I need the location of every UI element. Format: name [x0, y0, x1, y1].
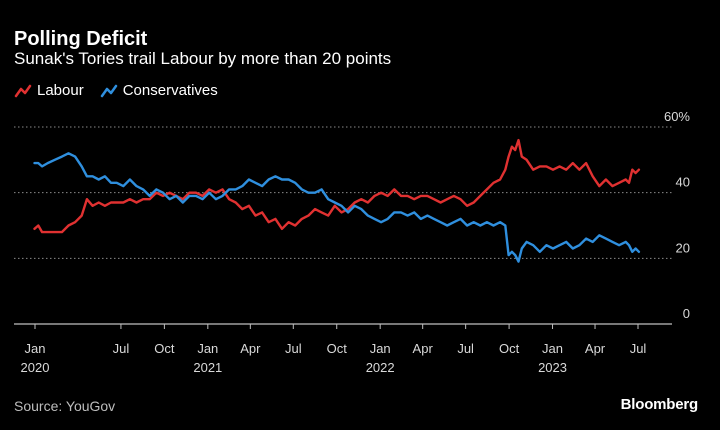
y-tick-label: 20 — [676, 240, 690, 255]
bloomberg-logo: Bloomberg — [620, 396, 699, 413]
x-tick-month: Jul — [285, 341, 302, 356]
labour-line-icon — [14, 84, 32, 97]
legend: Labour Conservatives — [14, 82, 218, 99]
gridlines — [14, 126, 672, 325]
x-tick-month: Apr — [413, 341, 434, 356]
x-tick-month: Jan — [25, 341, 46, 356]
y-tick-label: 0 — [683, 306, 690, 321]
source-note: Source: YouGov — [14, 398, 116, 414]
series-line-labour — [33, 138, 641, 234]
series-lines — [33, 138, 641, 263]
chart-subtitle: Sunak's Tories trail Labour by more than… — [14, 49, 392, 68]
y-tick-label: 40 — [676, 175, 690, 190]
legend-label-conservatives: Conservatives — [122, 82, 218, 99]
legend-item-conservatives: Conservatives — [100, 82, 218, 99]
x-tick-year: 2023 — [538, 360, 567, 375]
series-line-conservatives — [33, 152, 641, 263]
x-tick-month: Jul — [457, 341, 474, 356]
x-tick-month: Oct — [499, 341, 520, 356]
legend-item-labour: Labour — [14, 82, 84, 99]
x-tick-month: Jul — [630, 341, 647, 356]
x-tick-month: Apr — [240, 341, 261, 356]
legend-label-labour: Labour — [37, 82, 84, 99]
x-tick-month: Jan — [542, 341, 563, 356]
x-axis-ticks: Jan 2020 Jul Oct Jan 2021 Apr Jul Oct Jan 2022 Apr J… — [21, 324, 647, 375]
x-tick-year: 2020 — [21, 360, 50, 375]
x-tick-month: Oct — [154, 341, 175, 356]
x-tick-month: Oct — [327, 341, 348, 356]
x-tick-month: Jan — [370, 341, 391, 356]
y-tick-label: 60% — [664, 109, 690, 124]
conservatives-line-icon — [100, 84, 117, 97]
x-tick-month: Apr — [585, 341, 606, 356]
x-tick-month: Jul — [113, 341, 130, 356]
x-tick-month: Jan — [197, 341, 218, 356]
y-axis-ticks: 60% 40 20 0 — [664, 109, 690, 321]
chart-title: Polling Deficit — [14, 28, 148, 50]
x-tick-year: 2021 — [193, 360, 222, 375]
x-tick-year: 2022 — [366, 360, 395, 375]
